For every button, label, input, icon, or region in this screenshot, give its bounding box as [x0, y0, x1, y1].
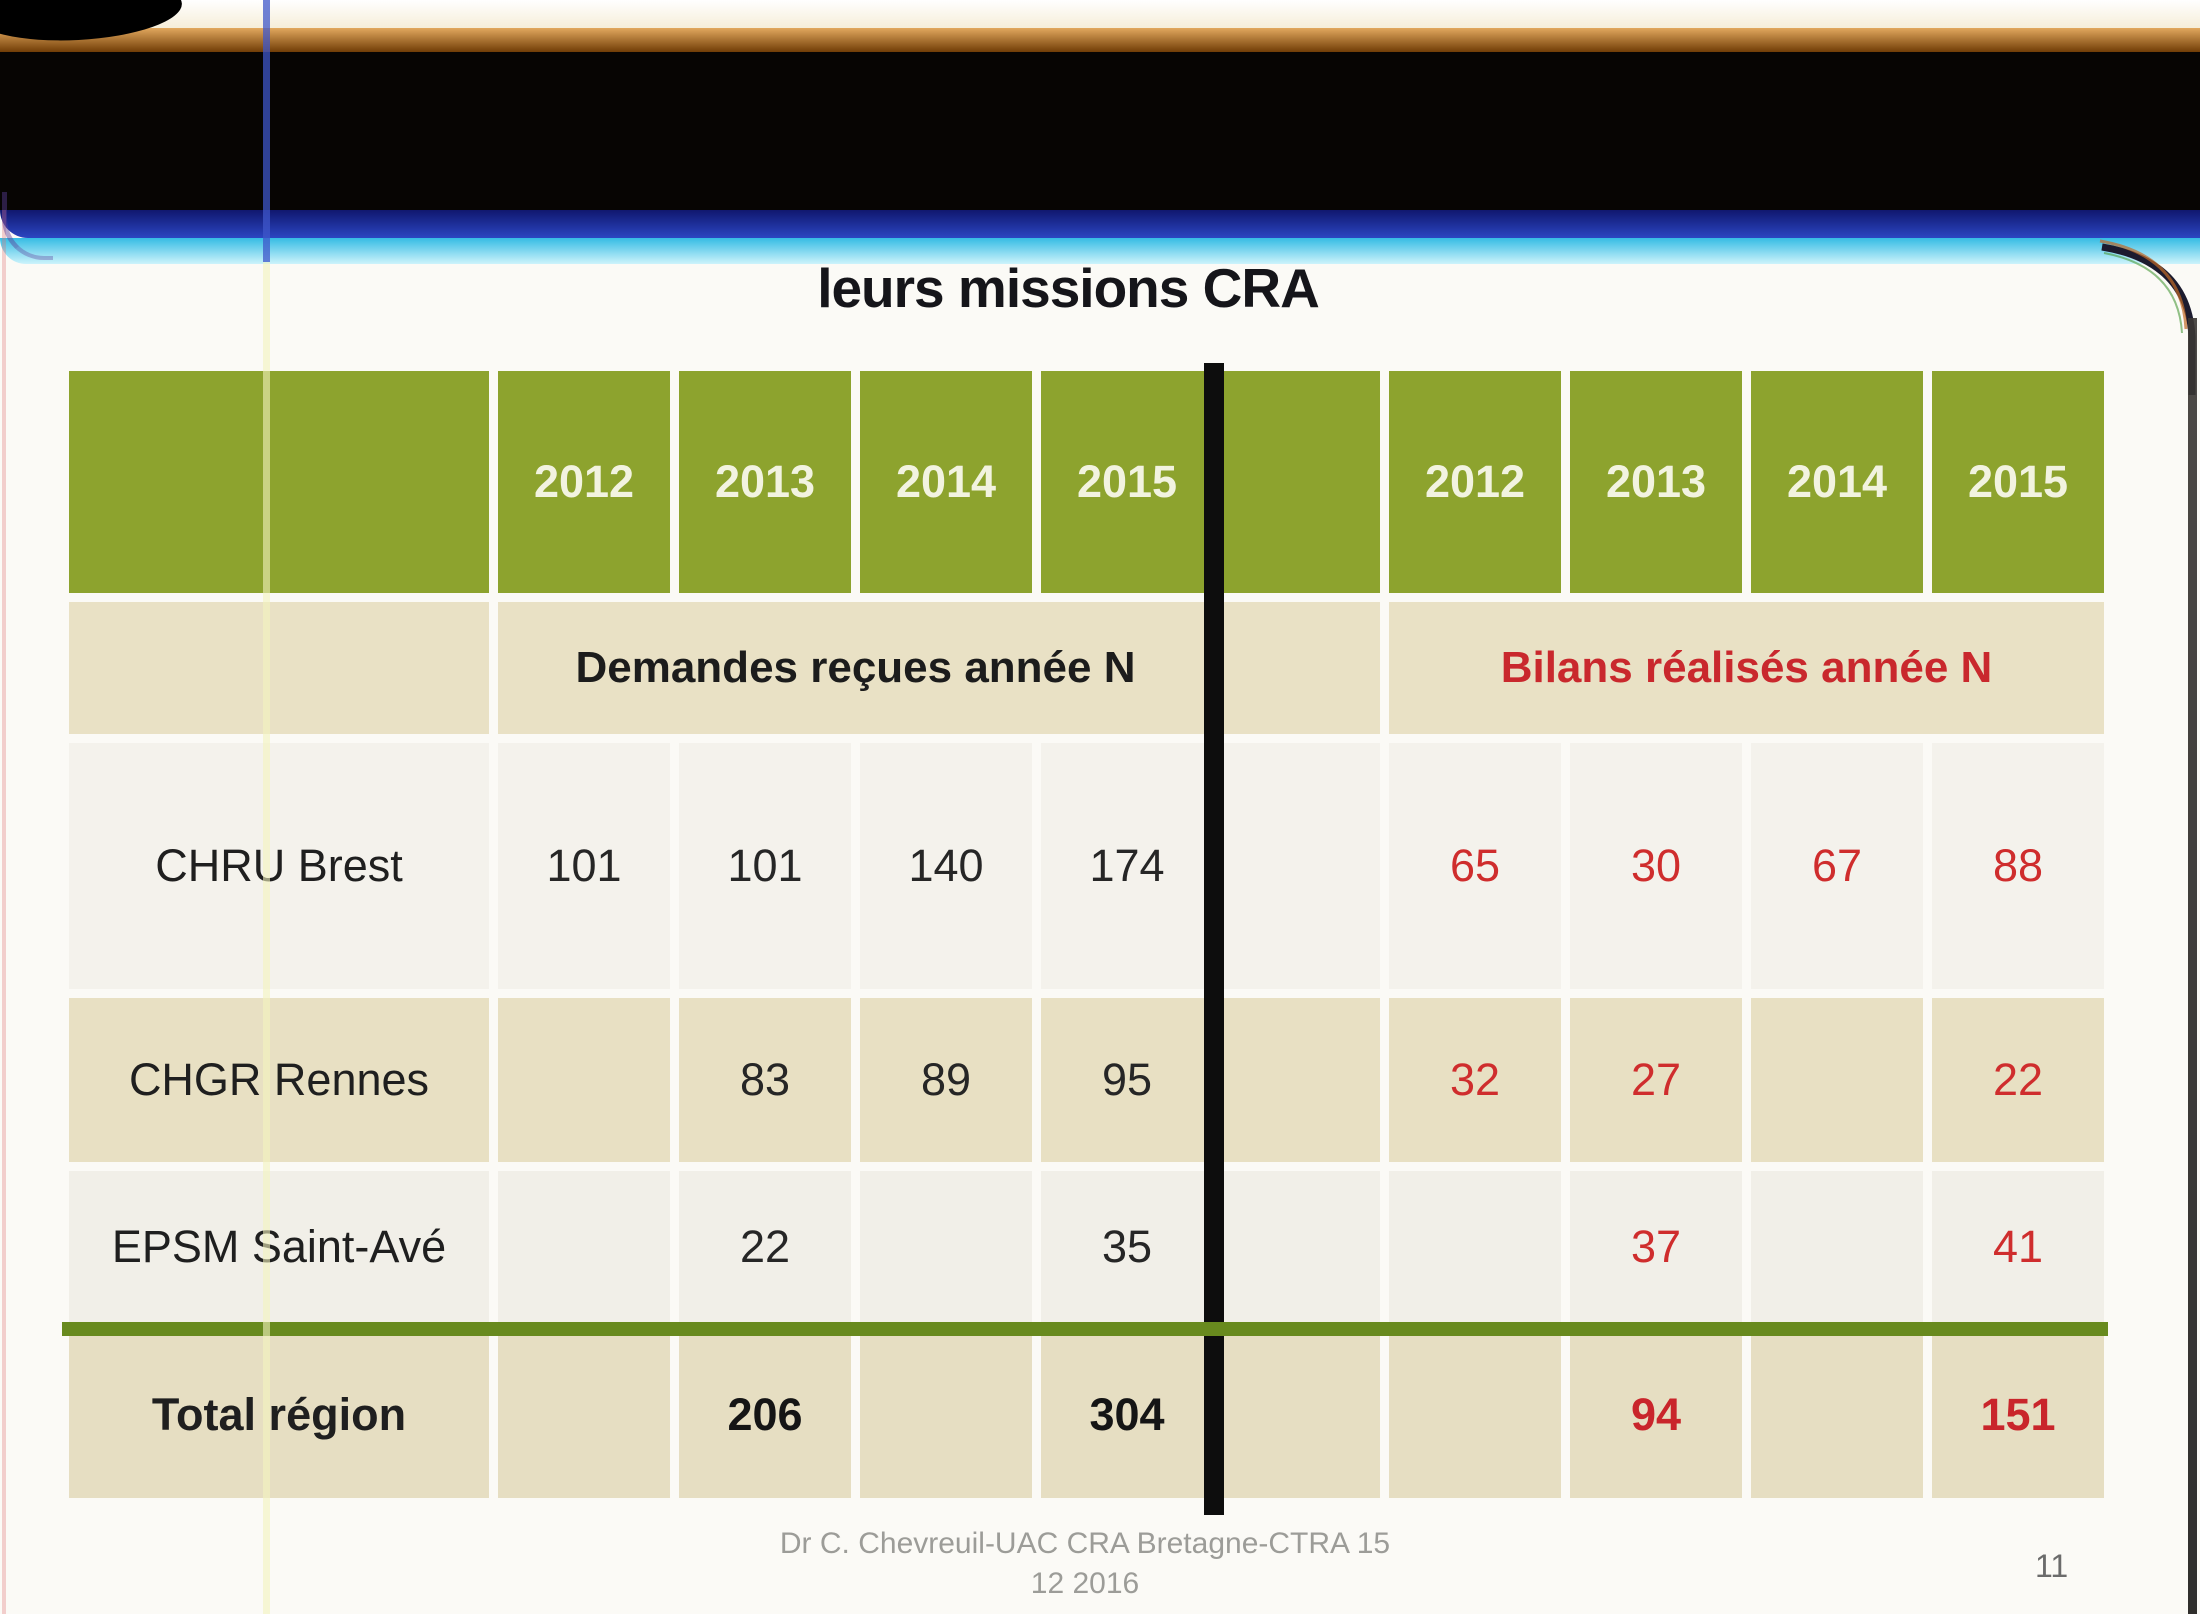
year-header: 2013 — [679, 371, 851, 593]
year-header: 2013 — [1570, 371, 1742, 593]
year-header: 2012 — [498, 371, 670, 593]
demandes-cell: 304 — [1041, 1332, 1213, 1498]
row-label: EPSM Saint-Avé — [69, 1171, 489, 1323]
scan-left-edge-line — [2, 210, 6, 1614]
section-header-row: Demandes reçues année N Bilans réalisés … — [69, 602, 2104, 734]
spacer-cell — [1222, 998, 1380, 1162]
row-label: CHRU Brest — [69, 743, 489, 989]
demandes-cell — [498, 1171, 670, 1323]
scan-top-margin — [0, 0, 2200, 28]
bilans-cell: 41 — [1932, 1171, 2104, 1323]
bilans-cell — [1389, 1332, 1561, 1498]
bilans-cell: 94 — [1570, 1332, 1742, 1498]
bilans-cell: 32 — [1389, 998, 1561, 1162]
cra-missions-table: 2012 2013 2014 2015 2012 2013 2014 2015 … — [60, 362, 2113, 1507]
spacer-cell — [1222, 371, 1380, 593]
demandes-cell: 35 — [1041, 1171, 1213, 1323]
bilans-cell: 151 — [1932, 1332, 2104, 1498]
total-row: Total région 206 304 94 151 — [69, 1332, 2104, 1498]
bilans-cell: 88 — [1932, 743, 2104, 989]
spacer-cell — [1222, 1332, 1380, 1498]
slide-title: leurs missions CRA — [817, 257, 1320, 319]
demandes-cell: 89 — [860, 998, 1032, 1162]
demandes-cell: 95 — [1041, 998, 1213, 1162]
year-header: 2015 — [1041, 371, 1213, 593]
demandes-cell: 140 — [860, 743, 1032, 989]
table-row: EPSM Saint-Avé 22 35 37 41 — [69, 1171, 2104, 1323]
total-separator-line — [62, 1322, 2108, 1336]
bilans-cell — [1751, 1171, 1923, 1323]
bilans-cell: 30 — [1570, 743, 1742, 989]
corner-cell — [69, 371, 489, 593]
table-row: CHRU Brest 101 101 140 174 65 30 67 88 — [69, 743, 2104, 989]
spacer-cell — [1222, 743, 1380, 989]
slide-header-band — [0, 52, 2200, 210]
row-label: Total région — [69, 1332, 489, 1498]
demandes-cell — [498, 998, 670, 1162]
demandes-cell: 101 — [498, 743, 670, 989]
table-vertical-divider — [1204, 363, 1224, 1515]
demandes-cell: 101 — [679, 743, 851, 989]
scan-artifact-line — [263, 262, 270, 1614]
footer-line1: Dr C. Chevreuil-UAC CRA Bretagne-CTRA 15 — [779, 1527, 1391, 1560]
bilans-cell: 22 — [1932, 998, 2104, 1162]
row-label: CHGR Rennes — [69, 998, 489, 1162]
spacer-cell — [1222, 1171, 1380, 1323]
demandes-cell: 174 — [1041, 743, 1213, 989]
section-header-bilans: Bilans réalisés année N — [1389, 602, 2104, 734]
demandes-cell — [860, 1171, 1032, 1323]
table-row: CHGR Rennes 83 89 95 32 27 22 — [69, 998, 2104, 1162]
spacer-cell — [69, 602, 489, 734]
bilans-cell — [1751, 1332, 1923, 1498]
bilans-cell: 65 — [1389, 743, 1561, 989]
demandes-cell: 22 — [679, 1171, 851, 1323]
year-header: 2014 — [1751, 371, 1923, 593]
page-number: 11 — [2035, 1548, 2069, 1584]
bilans-cell — [1389, 1171, 1561, 1323]
demandes-cell: 206 — [679, 1332, 851, 1498]
demandes-cell — [860, 1332, 1032, 1498]
bilans-cell: 37 — [1570, 1171, 1742, 1323]
bilans-cell: 27 — [1570, 998, 1742, 1162]
year-header-row: 2012 2013 2014 2015 2012 2013 2014 2015 — [69, 371, 2104, 593]
demandes-cell: 83 — [679, 998, 851, 1162]
bilans-cell: 67 — [1751, 743, 1923, 989]
scan-orange-streak — [0, 28, 2200, 52]
scan-right-edge — [2188, 318, 2197, 1614]
spacer-cell — [1222, 602, 1380, 734]
slide-header-cyan-edge — [0, 238, 2200, 264]
year-header: 2014 — [860, 371, 1032, 593]
slide-footer: Dr C. Chevreuil-UAC CRA Bretagne-CTRA 15… — [560, 1524, 1610, 1604]
slide-header-blue-edge — [0, 210, 2200, 238]
demandes-cell — [498, 1332, 670, 1498]
section-header-demandes: Demandes reçues année N — [498, 602, 1213, 734]
bilans-cell — [1751, 998, 1923, 1162]
year-header: 2012 — [1389, 371, 1561, 593]
footer-line2: 12 2016 — [1030, 1567, 1140, 1600]
year-header: 2015 — [1932, 371, 2104, 593]
scan-artifact-line-top — [263, 0, 270, 262]
